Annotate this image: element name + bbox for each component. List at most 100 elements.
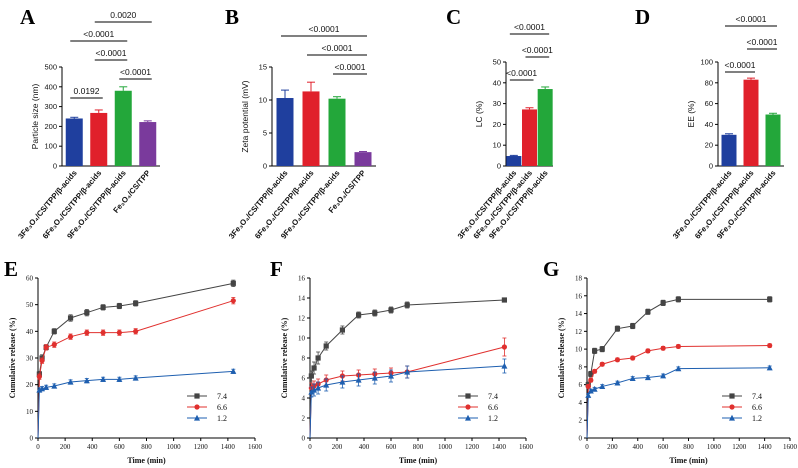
y-tick-label: 16 — [575, 292, 583, 300]
y-tick-label: 100 — [700, 58, 713, 67]
x-tick-label: 1400 — [758, 443, 773, 451]
y-tick-label: 2 — [579, 417, 583, 425]
data-point — [630, 355, 636, 361]
y-tick-label: 6 — [579, 381, 583, 389]
x-tick-label: 0 — [585, 443, 589, 451]
legend-label: 1.2 — [752, 414, 762, 423]
legend-label: 1.2 — [488, 414, 498, 423]
y-tick-label: 20 — [26, 381, 34, 389]
x-tick-label: 200 — [607, 443, 618, 451]
data-point — [585, 392, 592, 398]
y-tick-label: 400 — [44, 82, 57, 91]
bar — [506, 156, 522, 166]
data-point — [230, 280, 236, 286]
bar — [765, 114, 781, 166]
data-point — [588, 377, 594, 383]
x-tick-label: 800 — [141, 443, 152, 451]
data-point — [644, 374, 651, 381]
x-tick-label: 400 — [633, 443, 644, 451]
data-point — [599, 346, 605, 352]
panel-label-g: G — [543, 257, 559, 281]
y-tick-label: 8 — [579, 363, 583, 371]
data-point — [311, 386, 318, 393]
y-axis-title: Cumulative release (%) — [557, 317, 566, 398]
bar — [139, 122, 157, 166]
p-value-label: <0.0001 — [725, 60, 756, 70]
x-tick-label: 800 — [683, 443, 694, 451]
legend-label: 7.4 — [217, 392, 227, 401]
x-tick-label: 1200 — [194, 443, 209, 451]
x-tick-label: 400 — [359, 443, 370, 451]
y-tick-label: 0 — [497, 162, 501, 171]
y-tick-label: 18 — [575, 275, 583, 283]
y-tick-label: 0 — [709, 162, 713, 171]
x-tick-label: 1000 — [167, 443, 182, 451]
p-value-label: <0.0001 — [83, 29, 114, 39]
y-tick-label: 8 — [302, 355, 306, 363]
x-tick-label: 1400 — [221, 443, 236, 451]
data-point — [311, 365, 317, 371]
y-tick-label: 300 — [44, 102, 57, 111]
y-tick-label: 12 — [575, 328, 583, 336]
data-point — [67, 378, 74, 385]
legend-label: 6.6 — [752, 403, 762, 412]
data-point — [323, 343, 329, 349]
data-point — [39, 358, 45, 364]
data-point — [355, 376, 362, 383]
data-point — [315, 355, 321, 361]
y-tick-label: 60 — [705, 99, 713, 108]
p-value-label: 0.0020 — [110, 10, 136, 20]
y-tick-label: 30 — [493, 99, 501, 108]
p-value-label: <0.0001 — [335, 62, 366, 72]
data-point — [465, 404, 471, 410]
data-point — [116, 376, 123, 382]
x-tick-label: 600 — [658, 443, 669, 451]
bar — [522, 109, 537, 166]
data-point — [116, 303, 122, 309]
x-tick-label: 0 — [308, 443, 312, 451]
y-tick-label: 5 — [263, 129, 267, 138]
data-point — [323, 381, 330, 388]
y-tick-label: 15 — [259, 63, 267, 72]
data-point — [660, 372, 667, 379]
data-point — [339, 378, 346, 385]
y-tick-label: 2 — [302, 415, 306, 423]
data-point — [51, 382, 58, 389]
data-point — [766, 364, 773, 371]
bar — [743, 79, 759, 166]
data-point — [729, 414, 735, 421]
y-tick-label: 0 — [30, 435, 34, 443]
line-chart-release-g: 0 200 400 600 800 1000 1200 1400 1600 0 2 4 6 8 10 12 14… — [557, 275, 798, 466]
bar — [354, 152, 372, 166]
bar — [276, 98, 294, 166]
data-point — [465, 393, 471, 399]
x-tick-label: 0 — [36, 443, 40, 451]
panel-label-d: D — [635, 5, 650, 29]
data-point — [315, 384, 322, 391]
y-tick-label: 0 — [579, 435, 583, 443]
data-point — [599, 361, 605, 367]
y-tick-label: 80 — [705, 78, 713, 87]
x-tick-label: 600 — [386, 443, 397, 451]
data-point — [133, 328, 139, 334]
data-point — [767, 296, 773, 302]
y-axis-title: Zeta potential (mV) — [240, 80, 250, 152]
bar — [302, 91, 320, 166]
data-point — [133, 300, 139, 306]
x-tick-label: 400 — [87, 443, 98, 451]
data-point — [729, 393, 735, 399]
data-point — [630, 323, 636, 329]
x-axis-title: Time (min) — [127, 456, 166, 465]
y-tick-label: 0 — [263, 162, 267, 171]
data-point — [675, 296, 681, 302]
data-point — [51, 342, 57, 348]
p-value-label: <0.0001 — [514, 22, 545, 32]
legend-label: 6.6 — [217, 403, 227, 412]
bar — [114, 90, 132, 166]
p-value-label: 0.0192 — [74, 86, 100, 96]
data-point — [675, 343, 681, 350]
series-line — [309, 346, 505, 439]
